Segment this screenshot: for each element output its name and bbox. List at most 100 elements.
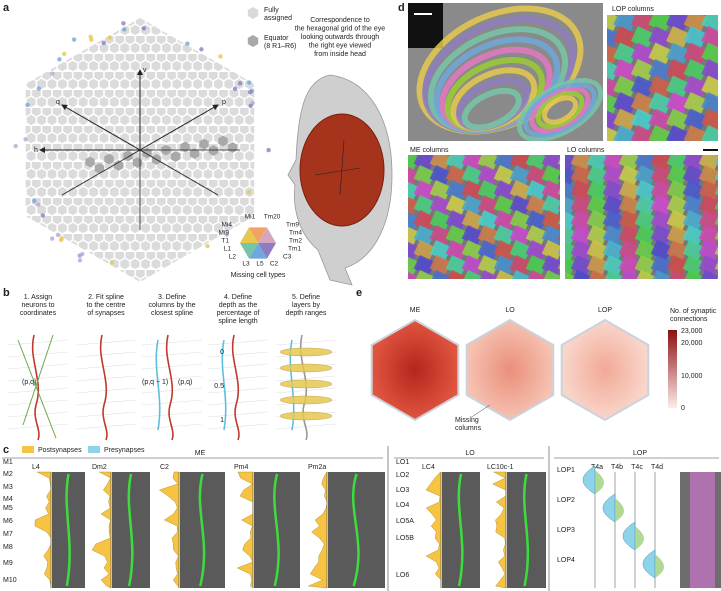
layer-stripe [461,87,522,131]
column-tile [408,210,420,231]
column-tile [666,42,690,66]
column-tile [618,254,641,276]
column-tile [607,75,620,99]
column-tile [602,254,625,276]
missing-type-dot [55,232,61,238]
column-tile [613,42,638,66]
column-tile [565,155,577,171]
column-tile [525,180,548,201]
column-tile [413,224,436,246]
caption-text: from inside head [314,51,366,58]
column-tile [570,210,593,231]
column-tile [413,254,436,276]
column-tile [493,195,516,216]
column-tile [683,59,708,82]
column-tile [408,195,420,216]
column-tile [630,26,655,49]
layer-label: LO4 [396,502,409,509]
column-tile [682,269,705,279]
wheel-sector [249,227,267,243]
neuron [99,334,108,441]
column-tile [698,180,718,201]
column-tile [493,224,516,246]
column-tile [541,164,560,186]
neuron [231,334,240,441]
column-tile [445,155,468,171]
column-tile [607,15,620,33]
column-tile [525,270,548,279]
missing-type-dot [62,51,67,57]
axis-label: q [56,99,60,106]
cell-type-label: Mi4 [222,222,233,229]
neuron [165,334,174,441]
legend-text: Postsynapses [38,447,82,454]
column-tile [666,179,689,201]
group-title: LO [465,450,475,457]
column-tile [701,26,718,49]
layer-label: M8 [3,544,13,551]
column-tile [701,92,718,115]
column-tile [607,26,620,49]
column-tile [666,26,690,49]
column-tile [525,165,548,186]
column-tile [445,270,468,279]
layer-line [7,411,69,418]
column-tile [613,26,638,49]
layer-line [207,363,269,370]
column-tile [445,165,468,186]
column-tile [634,155,657,171]
column-tile [586,240,609,261]
column-tile [461,224,484,246]
column-tile [461,180,484,201]
layer-line [141,351,203,358]
column-tile [446,285,468,306]
column-tile [461,240,484,261]
neuron-signal [198,473,206,587]
column-tile [526,285,548,306]
legend-text: Equator [264,35,289,42]
column-tile [613,75,638,99]
column-tile [525,239,548,261]
column-tile [413,240,436,261]
cell-type-label: L3 [242,261,250,268]
column-tile [634,165,657,186]
layer-label: LO2 [396,472,409,479]
cell-name: Pm4 [234,464,249,471]
colorbar [668,330,677,408]
column-tile [493,270,516,279]
layer-label: LO1 [396,459,409,466]
cell-name: T4c [631,464,643,471]
missing-type-dot [32,198,37,204]
column-tile [698,240,718,261]
column-tile [698,254,718,276]
cell-type-label: Tm2 [289,238,302,245]
column-tile [570,164,593,186]
column-tile [477,165,500,186]
column-tile [493,155,516,171]
missing-type-dot [89,37,94,43]
column-tile [525,210,548,231]
column-tile [648,92,673,115]
annotation: columns [455,425,482,432]
column-tile [648,15,673,33]
column-tile [445,195,468,216]
column-tile [509,155,532,171]
column-tile [586,270,609,279]
postsynapse-density [655,554,664,578]
column-tile [382,270,404,291]
column-tile [477,180,500,201]
missing-type-dot [50,71,55,76]
column-tile [701,75,718,99]
column-tile [701,108,718,132]
column-tile [445,224,468,246]
column-tile [565,194,577,216]
image-title: LOP columns [612,6,654,13]
column-tile [565,165,577,186]
column-tile [666,75,690,99]
column-tile [541,180,560,201]
column-tile [630,124,655,141]
axis-line [61,149,141,196]
panel-label: a [3,2,10,14]
step-title: spline length [218,318,257,325]
column-tile [602,195,625,216]
